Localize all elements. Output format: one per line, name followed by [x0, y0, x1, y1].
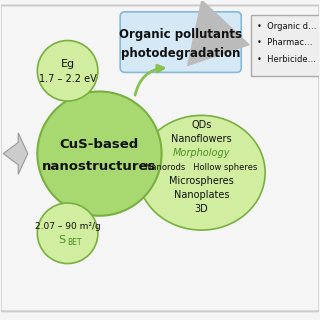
Text: 2.07 – 90 m²/g: 2.07 – 90 m²/g — [35, 222, 100, 231]
FancyBboxPatch shape — [120, 12, 241, 72]
Ellipse shape — [37, 41, 98, 101]
Text: QDs: QDs — [191, 120, 212, 130]
FancyArrowPatch shape — [135, 65, 164, 95]
Text: 3D: 3D — [195, 204, 208, 214]
Text: •  Organic d…: • Organic d… — [257, 22, 317, 31]
Text: Eg: Eg — [60, 60, 75, 69]
Text: nanostructures: nanostructures — [42, 160, 157, 173]
FancyBboxPatch shape — [251, 15, 320, 76]
Text: BET: BET — [68, 238, 82, 247]
FancyArrowPatch shape — [188, 0, 249, 66]
Ellipse shape — [37, 203, 98, 264]
Text: Organic pollutants: Organic pollutants — [119, 28, 242, 41]
Text: S: S — [58, 235, 65, 245]
Text: •  Herbicide…: • Herbicide… — [257, 55, 316, 64]
Text: Nanoplates: Nanoplates — [174, 190, 229, 200]
Text: CuS-based: CuS-based — [60, 138, 139, 151]
Text: photodegradation: photodegradation — [121, 47, 240, 60]
Text: Microspheres: Microspheres — [169, 176, 234, 186]
Text: •  Pharmac…: • Pharmac… — [257, 38, 313, 47]
Text: Nanorods   Hollow spheres: Nanorods Hollow spheres — [145, 163, 258, 172]
Text: Morphology: Morphology — [173, 148, 230, 158]
FancyBboxPatch shape — [1, 5, 319, 311]
Ellipse shape — [37, 92, 162, 216]
Text: Nanoflowers: Nanoflowers — [171, 134, 232, 144]
Text: 1.7 – 2.2 eV: 1.7 – 2.2 eV — [39, 74, 96, 84]
Ellipse shape — [138, 116, 265, 230]
Polygon shape — [3, 133, 28, 174]
